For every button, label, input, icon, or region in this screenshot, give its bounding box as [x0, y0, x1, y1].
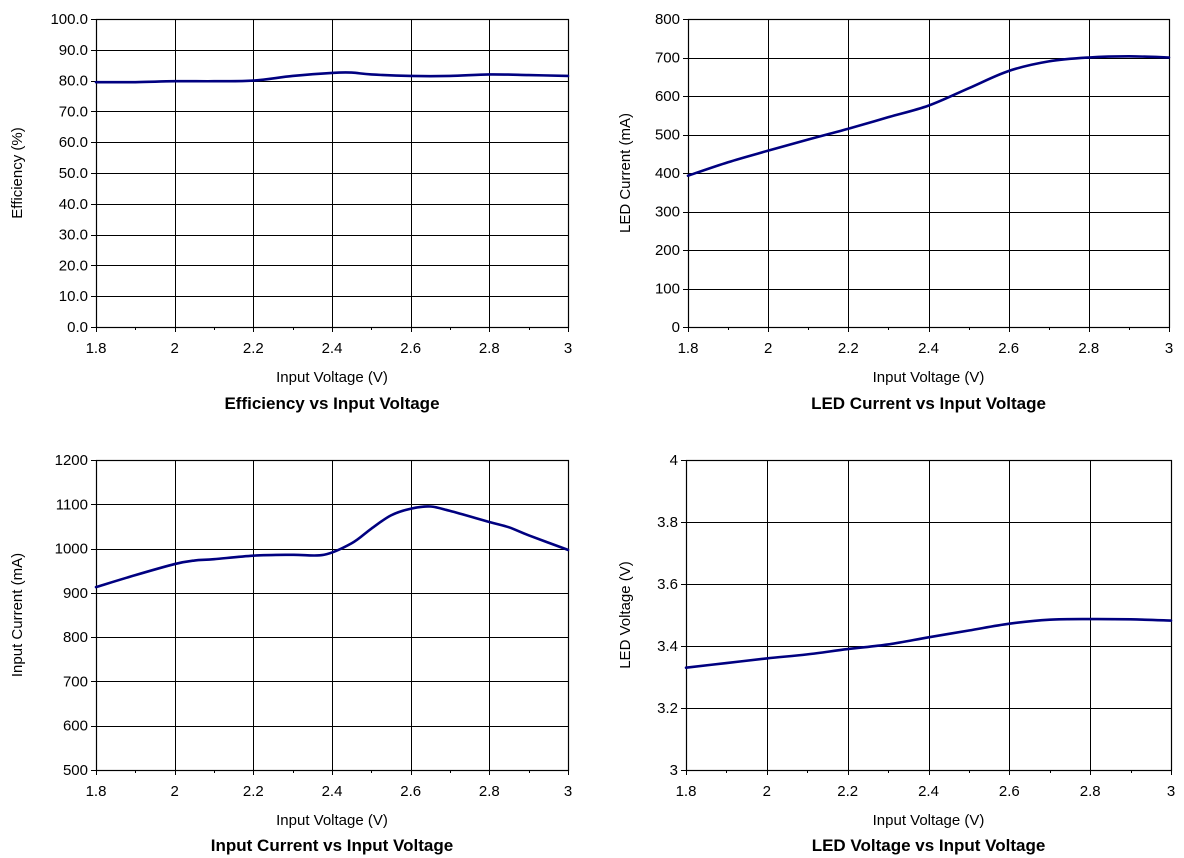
x-tick-label: 1.8 [678, 340, 699, 357]
x-tick-label: 1.8 [86, 783, 107, 800]
y-tick-label: 600 [655, 88, 680, 105]
x-tick-label: 2.2 [838, 340, 859, 357]
x-tick-label: 2.6 [998, 340, 1019, 357]
y-tick-label: 1100 [56, 496, 88, 513]
plot-frame [95, 459, 570, 772]
x-tick-label: 2.2 [837, 783, 858, 800]
x-tick-label: 2.4 [918, 340, 939, 357]
series-line [686, 55, 1171, 177]
x-tick-label: 2.8 [479, 340, 500, 357]
y-tick-label: 4 [670, 452, 678, 469]
y-axis-title: LED Voltage (V) [617, 561, 634, 669]
x-tick-label: 2.6 [400, 783, 421, 800]
series-line [94, 505, 570, 589]
x-tick-label: 2.4 [322, 783, 343, 800]
x-tick-label: 2.2 [243, 783, 264, 800]
y-tick-label: 60.0 [59, 134, 88, 151]
y-tick-label: 1000 [55, 541, 88, 558]
y-tick-label: 3.2 [657, 700, 678, 717]
y-tick-label: 200 [655, 242, 680, 259]
x-tick-label: 2.6 [400, 340, 421, 357]
led-current-chart: 0 100 200 300 400 500 600 700 800 1.8 2 2.2 2.4 2.6 2.… [617, 11, 1173, 413]
x-tick-label: 2 [170, 340, 178, 357]
chart-title: LED Voltage vs Input Voltage [812, 836, 1046, 855]
x-tick-label: 2 [170, 783, 178, 800]
y-tick-label: 100.0 [50, 11, 88, 28]
x-tick-label: 2 [763, 783, 771, 800]
x-axis-title: Input Voltage (V) [873, 812, 985, 829]
x-tick-label: 2 [764, 340, 772, 357]
x-tick-label: 1.8 [676, 783, 697, 800]
series-line [684, 617, 1173, 669]
x-axis-title: Input Voltage (V) [276, 812, 388, 829]
y-tick-label: 900 [63, 585, 88, 602]
x-tick-label: 3 [564, 783, 572, 800]
y-tick-label: 600 [63, 718, 88, 735]
y-tick-label: 40.0 [59, 196, 88, 213]
y-tick-label: 80.0 [59, 73, 88, 90]
y-tick-label: 800 [63, 629, 88, 646]
chart-title: Input Current vs Input Voltage [211, 836, 453, 855]
x-tick-label: 2.4 [322, 340, 343, 357]
y-tick-label: 3.6 [657, 576, 678, 593]
y-tick-label: 30.0 [59, 227, 88, 244]
plot-frame [95, 18, 570, 329]
y-axis-title: LED Current (mA) [617, 113, 634, 233]
y-tick-label: 700 [655, 50, 680, 67]
y-tick-label: 70.0 [59, 103, 88, 120]
x-axis-title: Input Voltage (V) [873, 369, 985, 386]
y-tick-label: 1200 [55, 452, 88, 469]
x-tick-label: 2.8 [1078, 340, 1099, 357]
plot-frame [687, 18, 1171, 329]
y-tick-label: 300 [655, 204, 680, 221]
led-voltage-chart: 3 3.2 3.4 3.6 3.8 4 1.8 2 2.2 2.4 2.6 2.8 3 Input Vol… [617, 452, 1175, 855]
y-tick-label: 0.0 [67, 319, 88, 336]
y-tick-label: 3 [670, 762, 678, 779]
x-axis-title: Input Voltage (V) [276, 369, 388, 386]
y-tick-label: 500 [63, 762, 88, 779]
y-tick-label: 700 [63, 673, 88, 690]
y-tick-label: 3.4 [657, 638, 678, 655]
y-tick-label: 0 [672, 319, 680, 336]
efficiency-chart: 0.0 10.0 20.0 30.0 40.0 50.0 60.0 70.0 80.0 90.0 1… [9, 11, 572, 413]
y-tick-label: 20.0 [59, 257, 88, 274]
x-tick-label: 3 [1165, 340, 1173, 357]
y-tick-label: 90.0 [59, 42, 88, 59]
y-tick-label: 3.8 [657, 514, 678, 531]
y-axis-title: Input Current (mA) [9, 553, 26, 677]
x-tick-label: 3 [1167, 783, 1175, 800]
y-axis-title: Efficiency (%) [9, 127, 26, 218]
y-tick-label: 400 [655, 165, 680, 182]
x-tick-label: 2.6 [999, 783, 1020, 800]
x-tick-label: 1.8 [86, 340, 107, 357]
series-line [94, 71, 570, 84]
y-tick-label: 500 [655, 127, 680, 144]
input-current-chart: 500 600 700 800 900 1000 1100 1200 1.8 2 2.2 2.4 2.6… [9, 452, 572, 855]
y-tick-label: 50.0 [59, 165, 88, 182]
plot-frame [685, 459, 1173, 772]
chart-title: LED Current vs Input Voltage [811, 394, 1046, 413]
y-tick-label: 800 [655, 11, 680, 28]
y-tick-label: 100 [655, 281, 680, 298]
chart-title: Efficiency vs Input Voltage [224, 394, 439, 413]
y-tick-label: 10.0 [59, 288, 88, 305]
x-tick-label: 2.8 [1080, 783, 1101, 800]
x-tick-label: 2.2 [243, 340, 264, 357]
x-tick-label: 3 [564, 340, 572, 357]
x-tick-label: 2.4 [918, 783, 939, 800]
x-tick-label: 2.8 [479, 783, 500, 800]
